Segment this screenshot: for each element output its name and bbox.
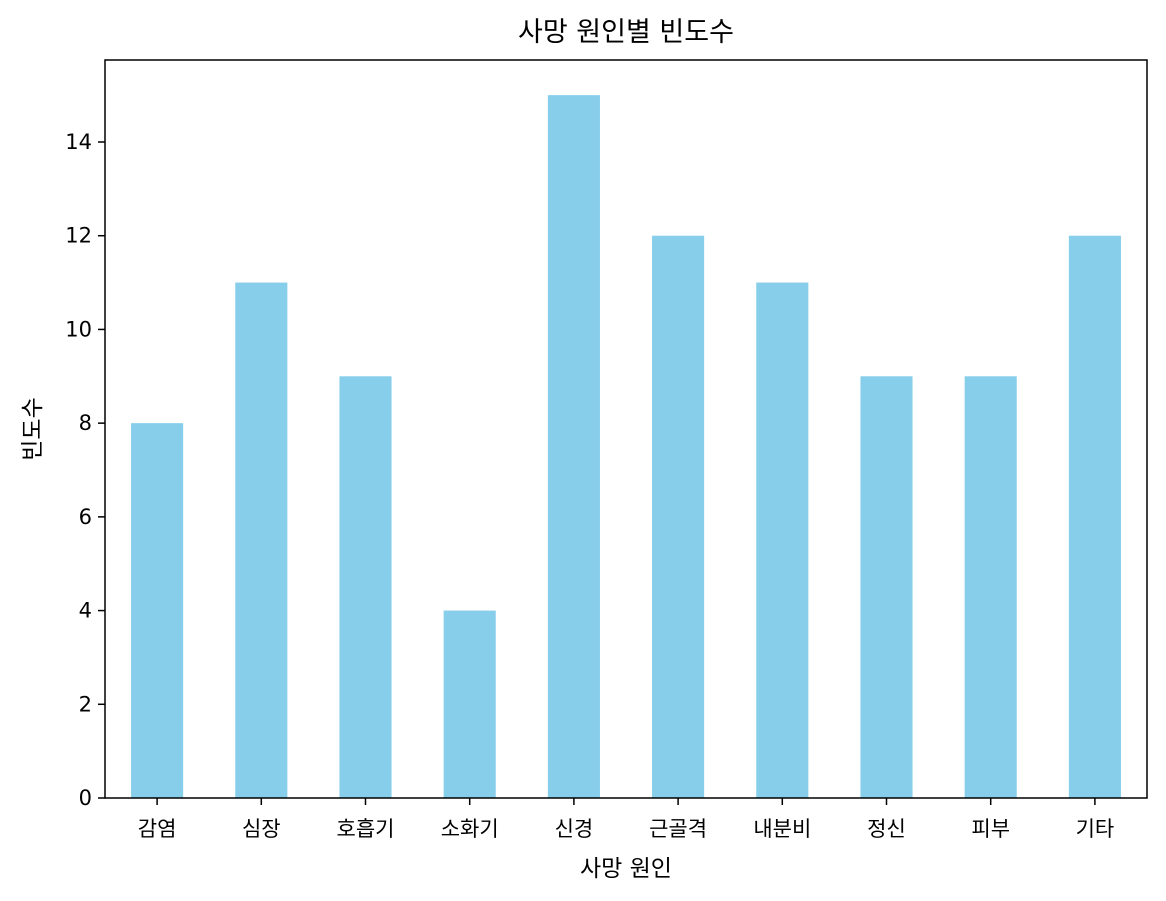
bar-4: [547, 95, 600, 798]
x-tick-label: 근골격: [649, 817, 707, 841]
bars-group: [131, 95, 1121, 799]
x-tick-label: 호흡기: [337, 817, 395, 841]
y-tick-label: 2: [79, 692, 92, 716]
bar-8: [964, 376, 1017, 798]
y-axis-ticks: 0 2 4 6 8 10 12 14: [65, 130, 105, 810]
bar-2: [339, 376, 392, 798]
x-axis-ticks: 감염 심장 호흡기 소화기 신경 근골격 내분비 정신 피부 기타: [138, 798, 1114, 841]
x-tick-label: 정신: [867, 817, 906, 841]
x-tick-label: 내분비: [753, 817, 811, 841]
bar-5: [652, 235, 705, 798]
chart-title: 사망 원인별 빈도수: [518, 17, 734, 48]
x-tick-label: 소화기: [441, 817, 499, 841]
y-tick-label: 8: [79, 411, 92, 435]
bar-7: [860, 376, 913, 798]
bar-3: [443, 610, 496, 798]
y-tick-label: 10: [65, 317, 92, 341]
y-tick-label: 0: [79, 786, 92, 810]
x-tick-label: 신경: [555, 817, 594, 841]
y-axis-label: 빈도수: [20, 397, 46, 460]
plot-frame: [104, 59, 1148, 799]
x-tick-label: 기타: [1076, 817, 1115, 841]
x-tick-label: 심장: [242, 817, 281, 841]
bar-0: [131, 423, 184, 798]
bar-1: [235, 282, 288, 799]
x-tick-label: 감염: [138, 817, 177, 841]
x-axis-label: 사망 원인: [580, 856, 672, 882]
y-tick-label: 6: [79, 505, 92, 529]
y-tick-label: 4: [79, 599, 92, 623]
bar-6: [756, 282, 809, 799]
y-tick-label: 14: [65, 130, 92, 154]
bar-9: [1068, 235, 1121, 798]
y-tick-label: 12: [65, 224, 92, 248]
x-tick-label: 피부: [971, 817, 1010, 841]
